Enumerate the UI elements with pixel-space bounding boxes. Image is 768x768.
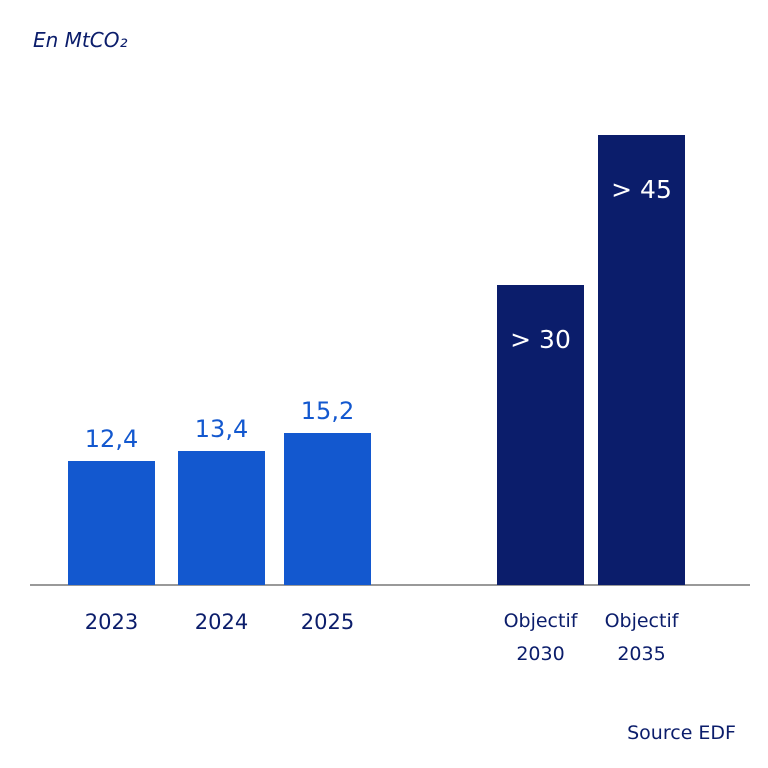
- x-tick-label: 2023: [84, 610, 139, 634]
- x-tick-label: Objectif 2035: [604, 610, 679, 665]
- bar: [598, 135, 685, 585]
- value-label: 15,2: [301, 397, 354, 425]
- value-label: > 30: [510, 325, 571, 354]
- x-tick-label: Objectif 2030: [503, 610, 578, 665]
- bar: [497, 285, 584, 585]
- bar: [284, 433, 371, 585]
- bar: [178, 451, 265, 585]
- source-note: Source EDF: [627, 722, 736, 744]
- x-tick-label: 2024: [194, 610, 249, 634]
- value-label: 13,4: [195, 415, 248, 443]
- chart-title: En MtCO₂: [33, 28, 128, 52]
- x-tick-label: 2025: [300, 610, 355, 634]
- value-label: > 45: [611, 175, 672, 204]
- value-label: 12,4: [85, 425, 138, 453]
- bar: [68, 461, 155, 585]
